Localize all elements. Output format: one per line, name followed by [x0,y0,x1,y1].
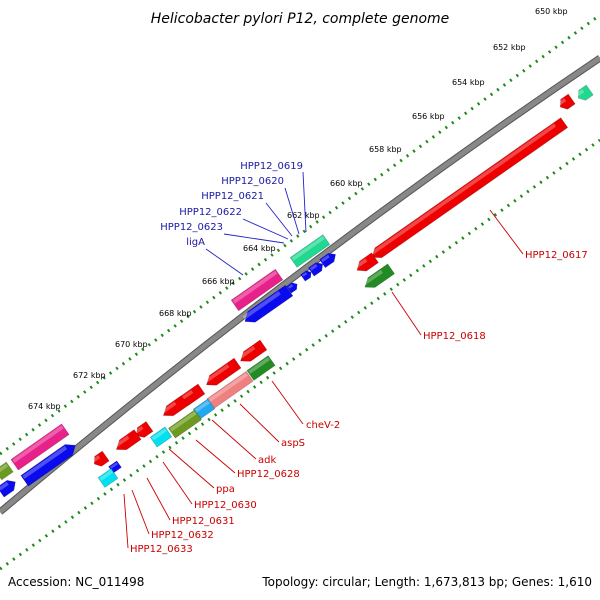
gene-label[interactable]: HPP12_0630 [194,500,257,511]
gene-label[interactable]: adk [258,455,276,466]
gene-left-blue-small[interactable] [0,477,19,498]
gene-cds-g[interactable] [113,429,142,455]
gene-label[interactable]: HPP12_0623 [160,222,223,233]
tick-label: 656 kbp [412,112,445,121]
outer-dotted-track [0,13,600,456]
gene-label[interactable]: HPP12_0633 [130,544,193,555]
tick-label: 670 kbp [115,340,148,349]
gene-HPP12_0632[interactable] [97,468,119,488]
gene-HPP12_0621[interactable] [307,260,325,277]
leader-line [162,461,193,505]
leader-line [265,202,293,237]
gene-cds-f[interactable] [133,421,154,440]
gene-HPP12_0619[interactable] [289,234,331,268]
gene-cds-small[interactable] [557,93,576,112]
gene-label[interactable]: HPP12_0631 [172,516,235,527]
gene-cds-e[interactable] [160,395,189,421]
gene-cds-a[interactable] [354,252,379,275]
gene-label-layer: HPP12_0619 HPP12_0620 HPP12_0621 HPP12_0622… [123,161,588,555]
gene-label[interactable]: HPP12_0618 [423,331,486,342]
gene-cds-h[interactable] [91,450,110,469]
gene-label[interactable]: HPP12_0620 [221,176,284,187]
leader-line [302,171,307,233]
gene-label[interactable]: HPP12_0622 [179,207,242,218]
leader-line [205,248,244,276]
inner-dotted-track [0,138,600,571]
gene-cds-b[interactable] [237,339,268,366]
leader-line [131,489,150,535]
gene-ligA-pair[interactable] [241,284,294,327]
gene-left-olive[interactable] [0,461,14,481]
gene-label[interactable]: ligA [186,237,205,248]
leader-line [223,233,285,244]
tick-layer: 650 kbp 652 kbp 654 kbp 656 kbp 658 kbp 660 k… [28,7,568,411]
tick-label: 654 kbp [452,78,485,87]
gene-HPP12_0622[interactable] [300,269,314,282]
gene-ppa[interactable] [149,426,173,448]
tick-label: 666 kbp [202,277,235,286]
map-title: Helicobacter pylori P12, complete genome [151,11,450,27]
accession-text: Accession: NC_011498 [8,575,144,589]
gene-label[interactable]: HPP12_0619 [240,161,303,172]
tick-label: 664 kbp [243,244,276,253]
gene-label[interactable]: HPP12_0632 [151,530,214,541]
leader-line [391,291,422,336]
leader-line [271,380,304,425]
tick-label: 652 kbp [493,43,526,52]
leader-line [168,448,215,489]
gene-ligA[interactable] [230,268,284,312]
gene-HPP12_0623[interactable] [286,281,300,294]
leader-line [242,218,289,240]
gene-label[interactable]: HPP12_0628 [237,469,300,480]
gene-label[interactable]: cheV-2 [306,420,340,431]
leader-line [284,187,300,235]
gene-label[interactable]: HPP12_0617 [525,250,588,261]
genome-backbone [0,55,600,514]
leader-line [211,419,257,460]
leader-line [489,209,524,255]
genome-summary-text: Topology: circular; Length: 1,673,813 bp… [261,575,592,589]
gene-HPP12_0617[interactable] [368,117,569,263]
tick-label: 672 kbp [73,371,106,380]
tick-label: 662 kbp [287,211,320,220]
gene-cheV-2[interactable] [246,355,276,381]
tick-label: 660 kbp [330,179,363,188]
gene-HPP12_0618[interactable] [361,263,395,292]
leader-line [239,403,280,443]
gene-rna-small[interactable] [575,84,594,103]
gene-label[interactable]: HPP12_0621 [201,191,264,202]
tick-label: 674 kbp [28,402,61,411]
tick-label: 668 kbp [159,309,192,318]
gene-HPP12_0620[interactable] [319,250,339,269]
tick-label: 658 kbp [369,145,402,154]
leader-line [123,493,129,549]
leader-line [146,477,171,521]
gene-label[interactable]: ppa [216,484,235,495]
feature-layer [0,84,594,498]
gene-label[interactable]: aspS [281,438,305,449]
gene-left-magenta[interactable] [10,423,70,471]
gene-left-blue[interactable] [20,440,79,487]
tick-label: 650 kbp [535,7,568,16]
gene-cds-c[interactable] [203,357,242,390]
leader-line [195,439,236,474]
gene-HPP12_0628[interactable] [168,409,202,439]
